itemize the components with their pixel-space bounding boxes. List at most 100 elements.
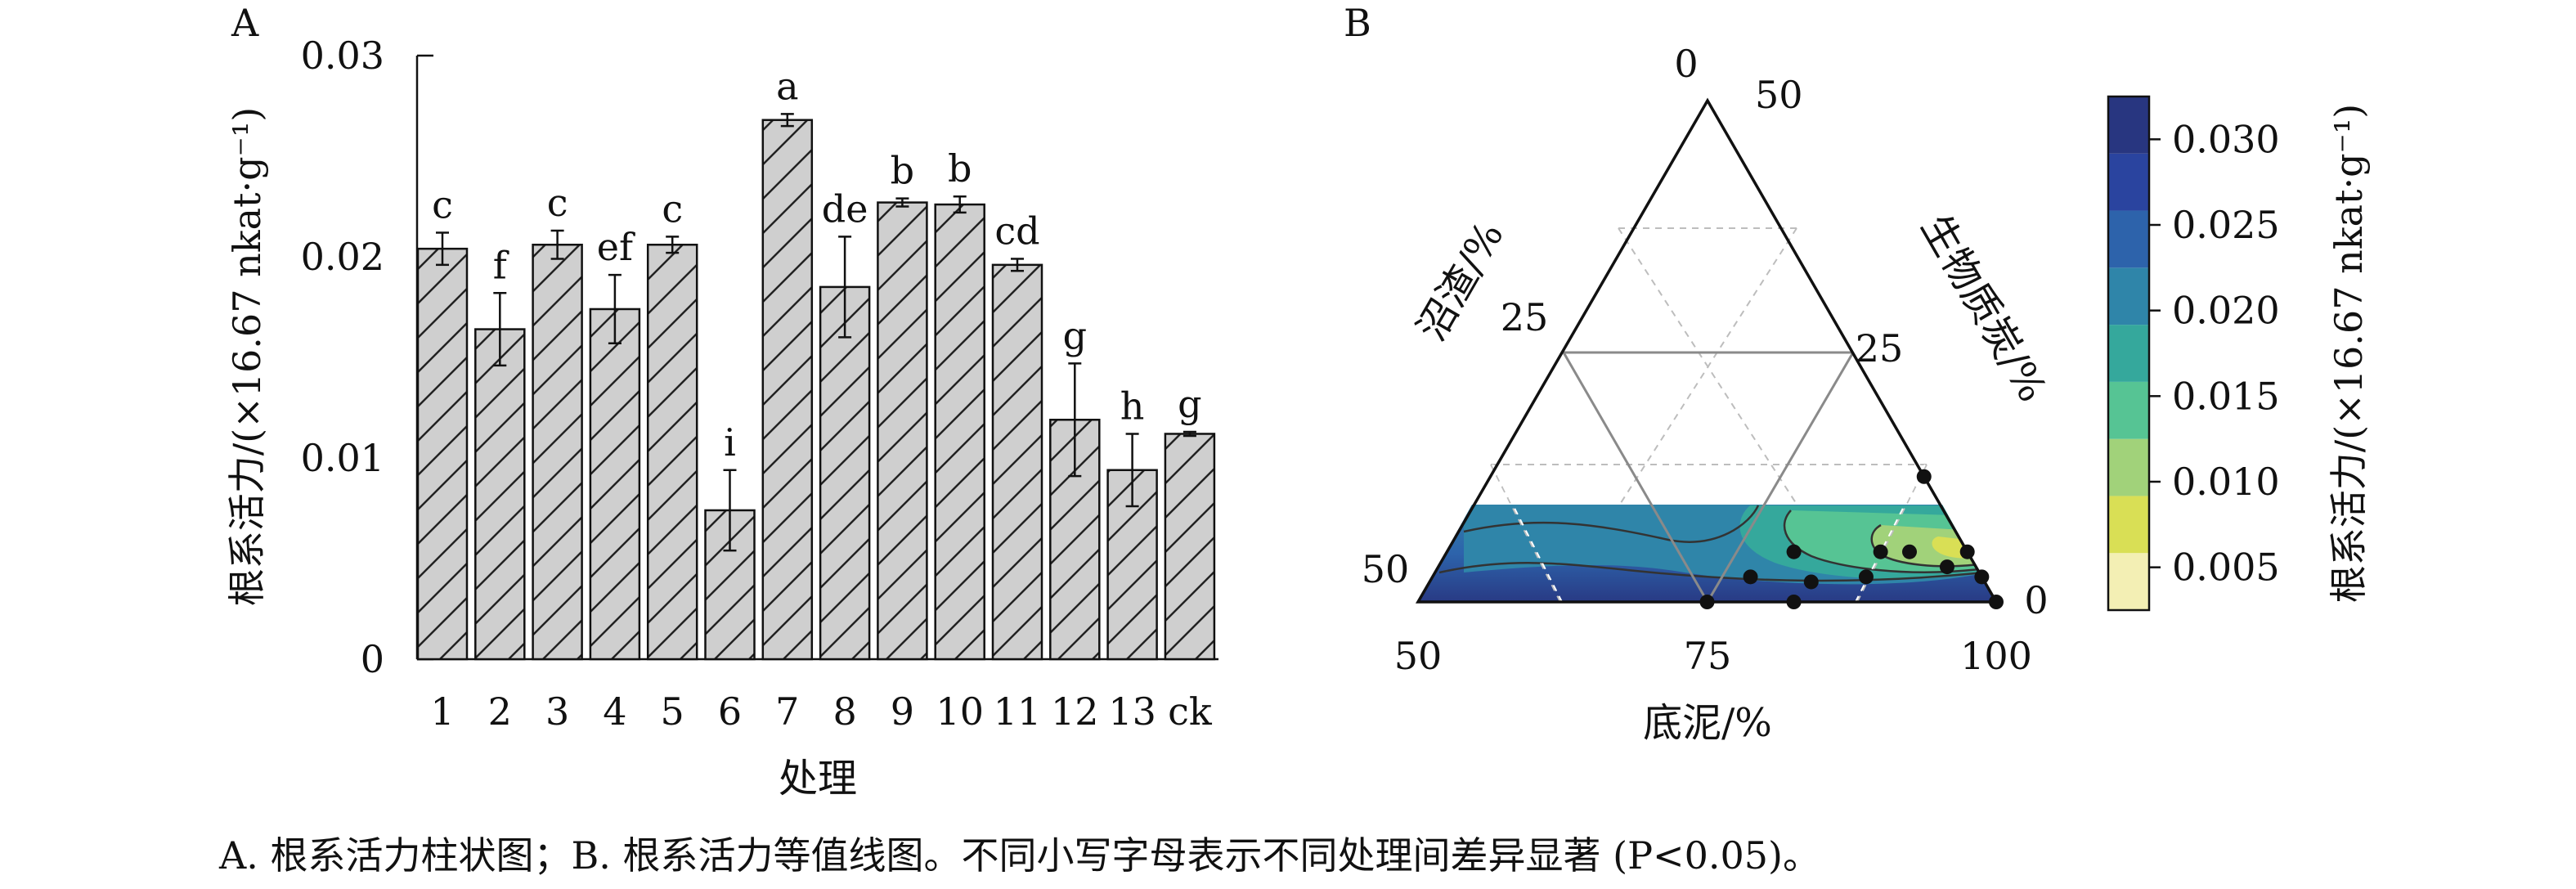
y-tick-label: 0	[361, 637, 384, 681]
bar-group-8: de	[819, 186, 871, 661]
bar-group-ck: g	[1164, 382, 1216, 661]
contour-line-3	[1783, 510, 1980, 573]
significance-letter: de	[822, 186, 868, 231]
colorbar-tick-label: 0.010	[2172, 460, 2280, 504]
significance-letter: g	[1063, 313, 1087, 357]
significance-letter: f	[493, 243, 509, 287]
x-tick-label: 6	[718, 689, 742, 734]
bar-group-9: b	[877, 149, 928, 661]
significance-letter: a	[776, 64, 798, 108]
x-tick-label: 11	[994, 689, 1042, 734]
colorbar-band	[2108, 97, 2149, 154]
figure-caption: A. 根系活力柱状图；B. 根系活力等值线图。不同小写字母表示不同处理间差异显著…	[219, 833, 1820, 878]
colorbar-band	[2108, 438, 2149, 496]
colorbar-tick-label: 0.020	[2172, 289, 2280, 333]
contour-field	[1418, 505, 1996, 602]
design-point	[1873, 544, 1888, 559]
colorbar-tick-label: 0.015	[2172, 374, 2280, 418]
x-tick-label: 1	[430, 689, 454, 734]
colorbar-title: 根系活力/(×16.67 nkat·g⁻¹)	[2327, 104, 2371, 603]
x-tick-label: 9	[891, 689, 914, 734]
colorbar: 0.005 0.010 0.015 0.020 0.025 0.030 根系活力/(×16…	[2107, 95, 2371, 612]
significance-letter: c	[547, 181, 568, 225]
x-tick-label: 5	[661, 689, 684, 734]
colorbar-tick-label: 0.005	[2172, 546, 2280, 590]
x-axis-title: 处理	[779, 756, 857, 801]
bar-group-4: ef	[589, 225, 641, 661]
colorbar-band	[2108, 210, 2149, 268]
significance-letter: ef	[597, 225, 635, 269]
x-tick-label: 3	[545, 689, 569, 734]
bar	[761, 119, 814, 661]
y-axis-title: 根系活力/(×16.67 nkat·g⁻¹)	[225, 107, 269, 606]
y-tick-label: 0.03	[301, 34, 384, 78]
design-point	[1902, 544, 1917, 559]
significance-letter: i	[724, 420, 736, 465]
y-tick-label: 0.02	[301, 235, 384, 279]
colorbar-frame	[2107, 95, 2151, 612]
colorbar-band	[2108, 381, 2149, 439]
x-tick-label: 8	[832, 689, 856, 734]
bar	[416, 247, 469, 661]
bar-group-5: c	[646, 186, 698, 661]
panel-b-label: B	[1344, 1, 1371, 45]
significance-letter: b	[891, 149, 914, 193]
bottom-tick-50: 50	[1394, 634, 1443, 678]
design-point	[1858, 569, 1874, 585]
x-tick-label: 7	[775, 689, 799, 734]
bottom-tick-100: 100	[1960, 634, 2032, 678]
design-point	[1699, 595, 1715, 609]
panel-a-label: A	[231, 1, 259, 45]
design-point	[1786, 595, 1802, 609]
bar-group-2: f	[474, 243, 526, 661]
design-point	[1916, 469, 1932, 484]
design-point	[1803, 574, 1819, 590]
left-tick-25: 25	[1501, 295, 1549, 339]
design-point	[1939, 559, 1954, 575]
bar	[934, 203, 985, 661]
right-axis-title: 生物质炭/%	[1912, 207, 2055, 410]
bar	[991, 263, 1043, 661]
x-tick-label: 2	[488, 689, 512, 734]
panel-a-y-axis: 0 0.01 0.02 0.03	[301, 34, 433, 681]
significance-letter: c	[432, 182, 453, 227]
ternary-grid-solid	[1562, 351, 1855, 603]
bar-group-10: b	[934, 146, 985, 661]
significance-letter: h	[1120, 384, 1145, 428]
left-axis-title: 沼渣/%	[1408, 214, 1512, 349]
colorbar-band	[2108, 553, 2149, 610]
x-tick-label: 4	[603, 689, 626, 734]
bottom-axis-title: 底泥/%	[1643, 700, 1772, 746]
bar	[589, 308, 641, 661]
colorbar-tick-label: 0.025	[2172, 203, 2280, 247]
colorbar-band	[2108, 496, 2149, 554]
bottom-tick-75: 75	[1684, 634, 1732, 678]
bar	[819, 285, 871, 661]
bar-group-12: g	[1049, 313, 1101, 661]
y-tick-label: 0.01	[301, 436, 384, 480]
bar	[877, 201, 928, 661]
panel-b-ternary-contour: B 0	[1344, 1, 2371, 746]
bar-group-1: c	[416, 182, 469, 661]
colorbar-tick-label: 0.030	[2172, 117, 2280, 161]
design-point	[1974, 569, 1990, 585]
design-point	[1786, 544, 1802, 559]
design-point	[1959, 544, 1975, 559]
right-tick-25: 25	[1856, 326, 1904, 370]
ternary-grid-dashed	[1490, 227, 1928, 603]
significance-letter: g	[1178, 382, 1201, 426]
bar	[474, 328, 526, 661]
bar-group-3: c	[532, 181, 583, 661]
colorbar-band	[2108, 325, 2149, 382]
bar	[646, 243, 698, 661]
x-tick-label: 13	[1108, 689, 1156, 734]
x-tick-label: ck	[1168, 689, 1213, 734]
design-point	[1743, 569, 1758, 585]
x-tick-label: 12	[1051, 689, 1099, 734]
significance-letter: cd	[994, 209, 1039, 253]
significance-letter: b	[948, 146, 972, 191]
left-tick-50: 50	[1362, 547, 1410, 591]
significance-letter: c	[662, 186, 683, 231]
